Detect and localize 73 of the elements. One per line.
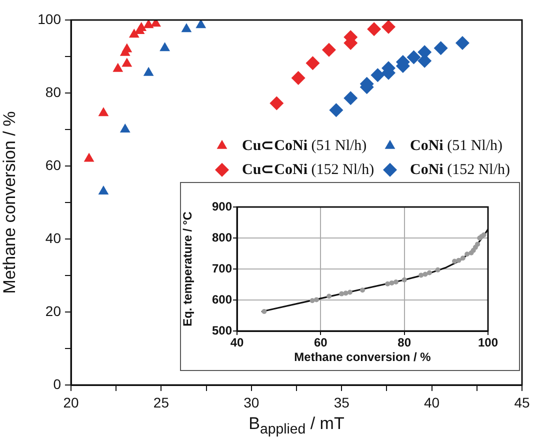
y-tick-label: 0 [53,376,62,392]
point [434,41,448,56]
point [122,58,132,67]
point [389,280,394,286]
y-tick-label: 700 [212,261,232,276]
x-axis-title: B$_{applied}$ / mT [248,414,344,438]
point [84,152,94,162]
x-tick-label: 45 [514,394,530,410]
y-tick-label: 600 [212,292,232,306]
x-tick-label: 80 [398,336,412,350]
point [385,281,390,286]
point [326,294,332,299]
point [452,258,458,264]
point [314,297,319,302]
point [291,71,306,86]
point [329,103,344,118]
x-tick-label: 20 [63,394,79,410]
point [382,20,396,34]
legend-label: CoNi (51 Nl/h) [410,138,503,154]
point [455,36,470,50]
point [339,291,344,296]
x-tick-label: 100 [478,336,498,350]
point [344,91,358,106]
x-tick-label: 40 [424,394,440,410]
point [456,258,462,263]
point [460,256,466,261]
point [120,124,130,132]
point [464,252,470,257]
x-tick-label: 35 [334,394,350,410]
y-axis-title: Methane conversion / % [0,111,19,294]
y-tick-label: 800 [212,230,232,244]
point [98,107,109,116]
y-tick-label: 900 [212,199,232,214]
point [143,20,154,28]
y-axis-title: Eq. temperature / °C [180,211,195,326]
y-tick-label: 60 [45,156,62,173]
point [322,42,336,57]
point [426,270,432,276]
y-tick-label: 40 [45,230,62,246]
y-tick-label: 20 [45,302,62,319]
point [128,28,140,38]
legend-label: Cu⊂CoNi (152 Nl/h) [242,162,374,178]
legend-label: Cu⊂CoNi (51 Nl/h) [242,138,367,154]
point [367,22,382,36]
x-axis-title: Methane conversion / % [294,350,431,364]
y-tick-label: 100 [38,10,62,27]
x-tick-label: 40 [230,336,244,350]
point [143,66,154,76]
point [402,277,407,282]
point [306,56,320,70]
point [98,186,109,195]
point [406,50,421,64]
point [347,290,352,295]
point [196,20,206,28]
point [418,272,424,278]
point [136,22,147,32]
point [435,267,440,272]
legend-label: CoNi (152 Nl/h) [410,162,510,178]
point [475,242,480,247]
point [360,288,365,293]
x-tick-label: 25 [153,394,170,410]
point [112,62,124,72]
point [393,280,398,285]
y-tick-label: 80 [45,84,62,100]
point [262,308,267,314]
point [160,42,170,52]
point [370,68,385,82]
point [181,23,192,32]
point [270,96,284,110]
x-tick-label: 60 [314,336,328,350]
point [122,43,132,52]
x-tick-label: 30 [244,394,260,410]
y-tick-label: 500 [212,323,232,338]
